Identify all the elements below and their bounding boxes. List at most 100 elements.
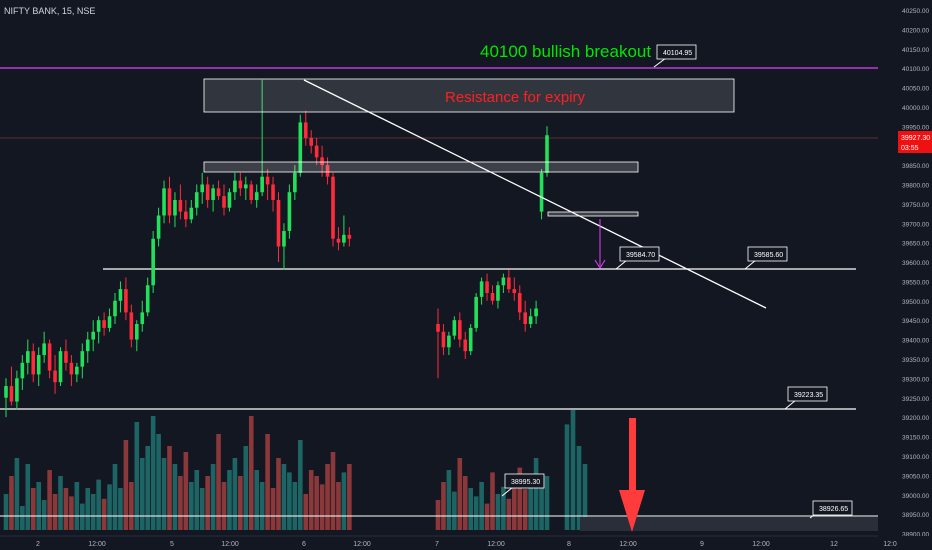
candle-body: [64, 351, 68, 363]
candle: [528, 308, 533, 328]
candle: [463, 331, 468, 359]
candle-body: [75, 366, 79, 375]
candle-body: [314, 145, 319, 158]
callout-40104-pointer: [653, 57, 667, 68]
candle-body: [331, 176, 335, 239]
volume-bar: [341, 472, 347, 530]
volume-bar: [441, 482, 446, 530]
candle-body: [501, 277, 506, 286]
volume-bar: [347, 464, 352, 530]
drawings[interactable]: [203, 78, 767, 532]
small-zone-box: [547, 211, 639, 217]
volume-bar: [216, 434, 221, 530]
volume-bar: [134, 422, 140, 530]
candle: [468, 324, 473, 356]
volume-bar: [9, 476, 14, 530]
candle: [4, 378, 8, 418]
candle: [517, 285, 522, 321]
candle: [53, 355, 57, 394]
price-tick-label: 39500.00: [902, 299, 929, 306]
candle: [151, 230, 155, 294]
candle-body: [151, 238, 155, 286]
candle: [447, 331, 451, 356]
volume-bar: [3, 494, 9, 530]
volume-bar: [484, 503, 490, 530]
candle-body: [96, 320, 101, 332]
callout-39584[interactable]: 39584.70: [615, 246, 660, 270]
candle-body: [216, 188, 221, 197]
volume-bar: [47, 470, 52, 530]
candle: [238, 172, 243, 197]
time-tick-label: 6: [302, 541, 306, 548]
volume-bar: [582, 464, 588, 530]
time-tick-label: 8: [567, 541, 571, 548]
candle: [271, 176, 275, 212]
candlestick-series: [4, 79, 549, 418]
price-axis-bg: [878, 0, 932, 536]
volume-bar: [221, 482, 227, 530]
red-arrow-head: [619, 490, 645, 532]
callout-39223[interactable]: 39223.35: [784, 386, 828, 410]
price-axis[interactable]: 40250.00 40200.00 40150.00 40100.00 40050.00…: [878, 0, 932, 539]
candle-body: [135, 324, 139, 340]
candle-body: [458, 320, 462, 340]
candle-body: [463, 339, 468, 352]
callout-38926[interactable]: 38926.65: [809, 500, 853, 519]
callout-39585[interactable]: 39585.60: [744, 246, 788, 270]
price-tick-label: 39850.00: [902, 163, 929, 170]
candle: [200, 172, 204, 204]
breakout-annotation[interactable]: 40100 bullish breakout: [480, 42, 651, 61]
volume-bar: [539, 482, 544, 530]
candle: [436, 308, 440, 379]
time-axis[interactable]: 2 12:00 5 12:00 6 12:00 7 12:00 8 12:00 9 12:00 12 12…: [0, 535, 932, 550]
candle-body: [145, 285, 150, 313]
price-tick-label: 39150.00: [902, 435, 929, 442]
candle: [167, 176, 172, 224]
candle: [20, 355, 25, 390]
candle-body: [118, 289, 123, 301]
candle-body: [320, 157, 324, 166]
candle: [244, 176, 248, 200]
price-tick-label: 39300.00: [902, 376, 929, 383]
candle-body: [496, 285, 500, 301]
callout-40104[interactable]: 40104.95: [653, 44, 697, 68]
symbol-title[interactable]: NIFTY BANK, 15, NSE: [4, 6, 95, 16]
candle-body: [249, 184, 254, 200]
candle: [303, 110, 308, 146]
volume-bar: [265, 434, 270, 530]
volume-bar: [336, 482, 341, 530]
volume-bar: [107, 484, 112, 530]
candle-body: [534, 308, 538, 317]
candle: [485, 273, 489, 301]
candle-body: [222, 196, 226, 208]
candle-body: [287, 192, 292, 231]
red-arrow-shaft: [629, 418, 636, 494]
volume-bar: [490, 472, 495, 530]
candle: [31, 343, 36, 383]
time-tick-label: 12:00: [487, 541, 505, 548]
candle: [75, 362, 79, 383]
price-tick-label: 39000.00: [902, 493, 929, 500]
volume-bar: [96, 479, 101, 530]
candle-body: [20, 362, 25, 379]
candle-body: [523, 312, 527, 325]
volume-bar: [479, 482, 484, 530]
callout-38926-text: 38926.65: [819, 506, 848, 513]
price-tick-label: 39100.00: [902, 454, 929, 461]
volume-bar: [570, 410, 576, 530]
candle: [336, 227, 341, 251]
volume-bar: [199, 488, 205, 530]
resistance-annotation[interactable]: Resistance for expiry: [445, 89, 586, 106]
candle: [102, 312, 106, 336]
volume-bars: [3, 410, 878, 531]
callout-38995[interactable]: 38995.30: [501, 473, 545, 497]
volume-bar: [145, 446, 150, 530]
candle-body: [113, 300, 117, 317]
candle: [140, 300, 145, 332]
time-axis-bg: [0, 536, 932, 550]
volume-bar: [452, 491, 457, 530]
volume-bar: [330, 452, 336, 530]
candle-body: [545, 135, 549, 173]
volume-bar: [517, 467, 523, 530]
